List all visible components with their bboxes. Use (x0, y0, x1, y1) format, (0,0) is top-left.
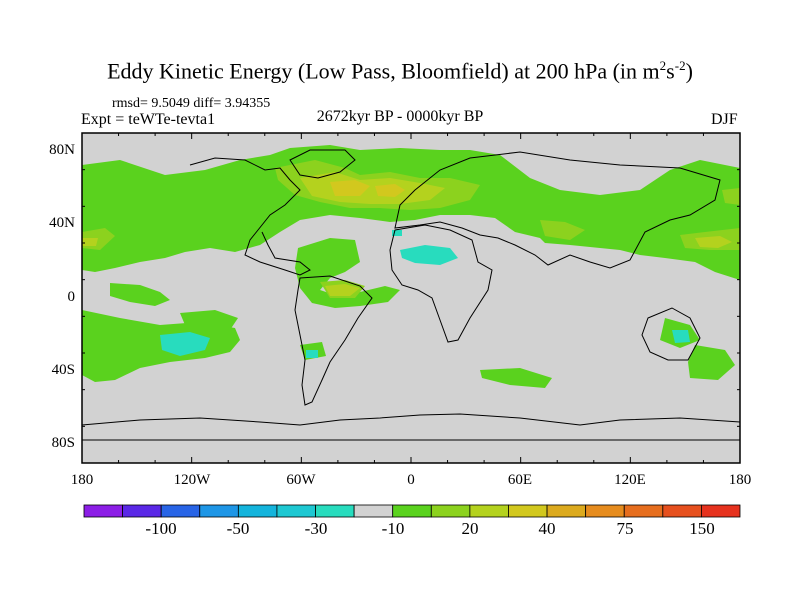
australia-outline (641, 307, 701, 361)
lon-label-60e: 60E (507, 472, 533, 488)
experiment-label: Expt = teWTe-tevta1 (81, 111, 216, 128)
colorbar-label-150: 150 (689, 519, 715, 538)
colorbar-swatch (353, 504, 394, 518)
south-america-outline (294, 275, 373, 406)
lat-label-80s: 80S (51, 435, 75, 451)
colorbar-label-neg30: -30 (304, 519, 328, 538)
stats-text: rmsd= 9.5049 diff= 3.94355 (112, 96, 271, 111)
greenland-outline (289, 149, 356, 179)
gold-field (330, 180, 405, 197)
lon-label-60w: 60W (286, 472, 316, 488)
antarctica-outline (81, 413, 741, 426)
colorbar-swatch (623, 504, 664, 518)
lon-label-180w: 180 (70, 472, 94, 488)
colorbar-swatch (701, 504, 741, 518)
lat-label-40n: 40N (49, 215, 75, 231)
colorbar-swatch (122, 504, 162, 518)
lon-label-120e: 120E (614, 472, 646, 488)
colorbar-swatch (585, 504, 625, 518)
coastlines (81, 149, 741, 441)
colorbar-swatch (392, 504, 432, 518)
africa-outline (389, 224, 493, 343)
lon-label-0: 0 (407, 472, 415, 488)
lon-label-120w: 120W (173, 472, 211, 488)
season-label: DJF (711, 111, 738, 128)
colorbar-swatch (199, 504, 239, 518)
lat-label-40s: 40S (51, 362, 75, 378)
colorbar-label-20: 20 (461, 519, 479, 538)
colorbar-label-neg10: -10 (381, 519, 405, 538)
colorbar-swatch (469, 504, 509, 518)
period-label: 2672kyr BP - 0000kyr BP (316, 108, 484, 125)
colorbar-label-neg50: -50 (226, 519, 250, 538)
colorbar-label-40: 40 (538, 519, 556, 538)
lat-label-80n: 80N (49, 142, 75, 158)
colorbar-swatch (662, 504, 702, 518)
colorbar-swatch (237, 504, 278, 518)
north-america-outline (189, 157, 311, 276)
colorbar-label-75: 75 (616, 519, 634, 538)
colorbar-swatch (160, 504, 201, 518)
colorbar-swatch (430, 504, 471, 518)
green-field (82, 145, 740, 388)
eurasia-outline (394, 151, 721, 269)
contour-fields (82, 145, 740, 388)
colorbar (83, 504, 741, 518)
colorbar-label-neg100: -100 (145, 519, 177, 538)
colorbar-swatch (83, 504, 123, 518)
colorbar-swatch (508, 504, 548, 518)
lon-label-180e: 180 (728, 472, 752, 488)
cyan-field (160, 230, 690, 358)
lat-label-0: 0 (67, 289, 76, 305)
axis-ticks (81, 132, 741, 464)
colorbar-swatch (315, 504, 355, 518)
colorbar-swatch (546, 504, 587, 518)
chart-title: Eddy Kinetic Energy (Low Pass, Bloomfiel… (107, 58, 693, 84)
colorbar-swatch (276, 504, 316, 518)
